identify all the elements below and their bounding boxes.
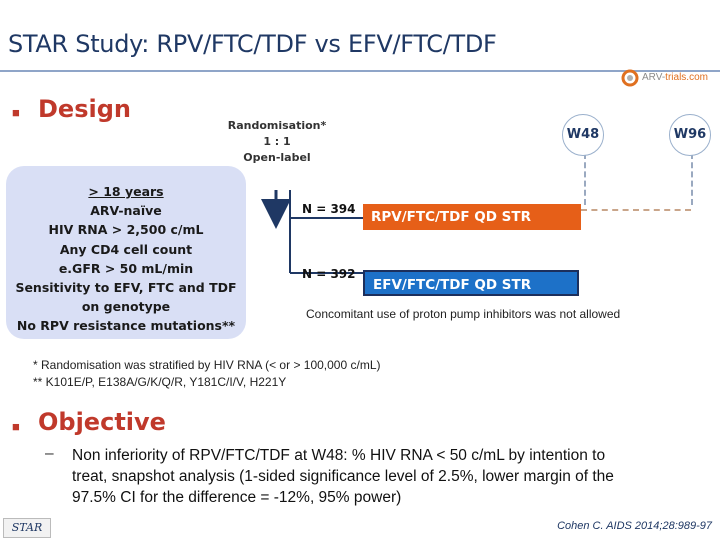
objective-dash: –	[45, 445, 54, 462]
arm-rpv-n: N = 394	[302, 202, 356, 216]
logo-text: ARV-trials.com	[642, 72, 708, 83]
criteria-item: > 18 years	[88, 184, 164, 199]
arm-efv-bar: EFV/FTC/TDF QD STR	[363, 270, 579, 296]
criteria-item: ARV-naïve	[90, 203, 162, 219]
criteria-item: e.GFR > 50 mL/min	[58, 260, 194, 276]
criteria-item: on genotype	[81, 299, 171, 315]
logo-swirl-icon	[621, 69, 639, 87]
concomitant-note: Concomitant use of proton pump inhibitor…	[306, 307, 621, 321]
criteria-item: Sensitivity to EFV, FTC and TDF	[15, 280, 237, 296]
arm-rpv-bar: RPV/FTC/TDF QD STR	[363, 204, 581, 230]
randomisation-text: Randomisation*	[227, 119, 327, 132]
title-divider	[0, 70, 720, 72]
randomisation-design: Open-label	[243, 151, 311, 164]
arv-trials-logo: ARV-trials.com	[620, 68, 715, 90]
objective-text: Non inferiority of RPV/FTC/TDF at W48: %…	[72, 445, 712, 508]
inclusion-criteria-box: > 18 years ARV-naïve HIV RNA > 2,500 c/m…	[6, 166, 246, 339]
design-heading: Design	[38, 95, 131, 123]
footnote-mutations: ** K101E/P, E138A/G/K/Q/R, Y181C/I/V, H2…	[33, 375, 287, 389]
criteria-item: HIV RNA > 2,500 c/mL	[48, 222, 204, 238]
inclusion-criteria-list: > 18 years ARV-naïve HIV RNA > 2,500 c/m…	[6, 182, 246, 336]
randomisation-label: Randomisation* 1 : 1 Open-label	[218, 118, 336, 166]
objective-bullet: ■	[12, 419, 20, 434]
rpv-extension-line	[581, 209, 691, 211]
timepoint-w96: W96	[669, 114, 711, 156]
citation: Cohen C. AIDS 2014;28:989-97	[557, 520, 712, 532]
page-title: STAR Study: RPV/FTC/TDF vs EFV/FTC/TDF	[8, 30, 497, 58]
w48-dashed-line	[584, 153, 586, 205]
criteria-item: No RPV resistance mutations**	[16, 318, 236, 334]
arm-efv-n: N = 392	[302, 267, 356, 281]
objective-heading: Objective	[38, 408, 166, 436]
randomisation-ratio: 1 : 1	[263, 135, 291, 148]
design-bullet: ■	[12, 105, 20, 120]
w96-dashed-line	[691, 153, 693, 205]
objective-line: 97.5% CI for the difference = -12%, 95% …	[72, 489, 402, 506]
footnote-randomisation: * Randomisation was stratified by HIV RN…	[33, 358, 381, 372]
study-tag: STAR	[3, 518, 51, 538]
objective-line: treat, snapshot analysis (1-sided signif…	[72, 468, 614, 485]
objective-line: Non inferiority of RPV/FTC/TDF at W48: %…	[72, 447, 606, 464]
timepoint-w48: W48	[562, 114, 604, 156]
criteria-item: Any CD4 cell count	[59, 241, 193, 257]
